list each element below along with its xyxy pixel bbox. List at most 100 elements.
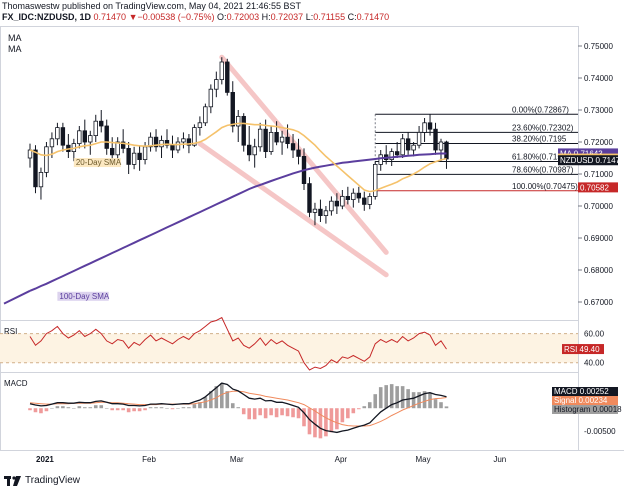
candle [82,130,87,143]
tradingview-logo[interactable]: TradingView [4,475,80,486]
candle [345,195,351,200]
fib-label: 100.00%(0.70475) [512,182,578,191]
price-tick-label: 0.70000 [584,202,613,211]
macd-histogram-bar [340,408,345,423]
candle [115,141,120,156]
candle [389,151,394,161]
macd-histogram-bar [72,408,76,409]
candle [164,139,170,146]
macd-histogram-bar [296,408,301,419]
macd-histogram-bar [110,408,114,411]
macd-histogram-bar [411,392,416,409]
fib-label: 0.00%(0.72867) [512,105,569,114]
ma-indicator-label-2[interactable]: MA [8,44,22,54]
macd-histogram-bar [389,384,394,409]
macd-histogram-bar [422,391,427,409]
macd-histogram-bar [225,391,230,409]
candle [77,130,82,145]
candle [104,125,109,149]
candle [225,61,230,93]
fib-label: 61.80%(0.715 [512,153,562,162]
macd-histogram-bar [132,408,136,412]
macd-histogram-bar [165,408,169,409]
macd-histogram-bar [203,397,208,409]
time-tick-label: Jun [493,455,506,464]
rsi-tick-label: 40.00 [584,359,605,368]
candle [203,106,208,124]
low-label: L: [305,12,314,22]
macd-histogram-bar [176,408,180,409]
candle [438,141,444,151]
candle [208,88,214,108]
time-tick-label: 2021 [36,455,54,464]
candle [307,183,312,213]
candle [236,116,241,127]
macd-histogram-bar [181,407,186,409]
candle [405,138,411,151]
ma100-line-extension [3,289,31,305]
candle [175,141,181,151]
open-label: O: [217,12,227,22]
macd-histogram-bar [230,403,235,409]
candle [192,127,197,146]
macd-histogram-bar [148,407,153,409]
macd-histogram-bar [44,408,49,412]
macd-histogram-bar [302,408,306,427]
macd-histogram-bar [362,406,367,409]
time-tick-label: May [416,455,431,464]
candle [110,147,115,156]
ma100-text-label: 100-Day SMA [57,291,110,301]
candle [257,128,263,148]
candle [230,92,235,127]
candle [252,146,257,156]
price-tick-label: 0.71000 [584,170,613,179]
price-tick-label: 0.67000 [584,298,613,307]
svg-text:0.70582: 0.70582 [580,183,609,192]
candle [93,120,98,136]
ma20-text-label: 20-Day SMA [73,158,122,168]
macd-tick-label: -0.00500 [584,427,616,436]
candle [131,152,137,165]
symbol-label: FX_IDC:NZDUSD, 1D [2,12,92,22]
macd-histogram-bar [137,408,142,412]
macd-histogram-bar [378,387,383,409]
price-tick-label: 0.68000 [584,266,613,275]
candle [318,208,323,216]
candle [44,146,49,173]
ma-indicator-label-1[interactable]: MA [8,33,22,43]
macd-line [29,382,447,434]
macd-histogram-bar [187,407,191,409]
macd-histogram-bar [269,408,273,416]
macd-histogram-bar [77,406,82,409]
candle [38,171,44,188]
price-tick-label: 0.74000 [584,74,613,83]
candle [263,128,268,152]
macd-legend-item: MACD 0.00252 [552,387,618,396]
macd-histogram-bar [274,408,279,418]
macd-histogram-bar [444,406,449,409]
chart-frame [0,26,579,451]
candle [214,79,219,90]
candle [444,141,449,160]
candle [99,120,104,127]
macd-histogram-bar [280,408,284,416]
svg-text:Histogram 0.00018: Histogram 0.00018 [554,405,622,414]
macd-histogram-bar [192,404,197,409]
macd-histogram-bar [39,408,43,414]
candle [49,138,55,148]
fib-label: 23.60%(0.72302) [512,123,574,132]
candle [394,151,400,156]
price-tag: NZDUSD 0.71470 [558,155,624,166]
macd-histogram-bar [357,408,361,410]
macd-histogram-bar [198,402,202,409]
candle [120,141,126,149]
macd-histogram-bar [83,407,87,409]
price-tick-label: 0.69000 [584,234,613,243]
candle [219,61,224,81]
candle [137,152,142,160]
macd-histogram-bar [252,408,257,420]
macd-histogram-bar [335,408,339,430]
tradingview-logo-icon [4,475,21,486]
macd-histogram-bar [241,408,246,415]
